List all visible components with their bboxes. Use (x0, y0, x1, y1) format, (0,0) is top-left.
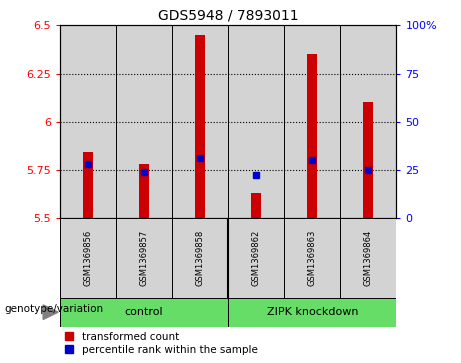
Bar (172, 218, 228, 298)
Text: GSM1369858: GSM1369858 (195, 230, 205, 286)
Bar (60, 298, 228, 327)
Text: ZIPK knockdown: ZIPK knockdown (266, 307, 358, 317)
Text: GSM1369856: GSM1369856 (83, 230, 93, 286)
Title: GDS5948 / 7893011: GDS5948 / 7893011 (158, 9, 299, 23)
Bar (228, 218, 284, 298)
Text: GSM1369864: GSM1369864 (364, 230, 373, 286)
Bar (363, 102, 373, 218)
Bar (340, 25, 396, 218)
Text: GSM1369863: GSM1369863 (308, 229, 317, 286)
Bar (307, 54, 317, 218)
Bar (116, 25, 172, 218)
Bar (60, 25, 116, 218)
Bar (340, 218, 396, 298)
Bar (60, 218, 116, 298)
Polygon shape (43, 305, 58, 319)
Text: control: control (125, 307, 163, 317)
Bar (228, 298, 396, 327)
Text: GSM1369862: GSM1369862 (252, 230, 261, 286)
Bar (228, 25, 284, 218)
Bar (83, 152, 93, 218)
Bar (284, 218, 340, 298)
Bar (139, 164, 149, 218)
Bar (284, 25, 340, 218)
Bar (116, 218, 172, 298)
Bar (251, 193, 261, 218)
Legend: transformed count, percentile rank within the sample: transformed count, percentile rank withi… (65, 332, 258, 355)
Text: genotype/variation: genotype/variation (5, 303, 104, 314)
Bar (172, 25, 228, 218)
Bar (195, 35, 205, 218)
Text: GSM1369857: GSM1369857 (140, 230, 148, 286)
